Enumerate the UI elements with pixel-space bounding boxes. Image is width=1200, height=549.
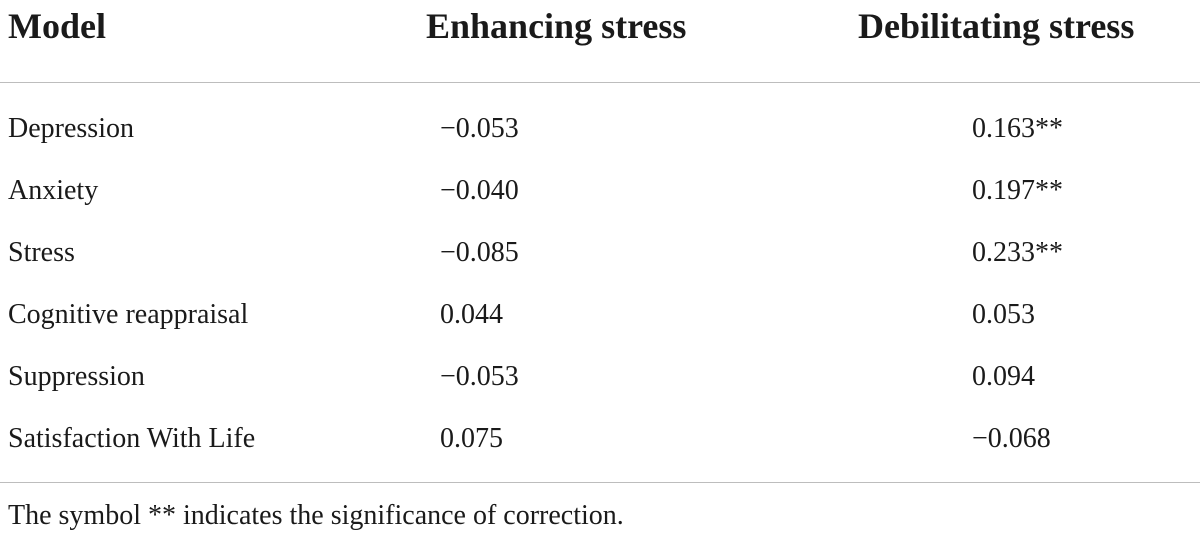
enhancing-value: −0.040 — [440, 175, 519, 206]
row-label: Anxiety — [8, 175, 99, 206]
table-row: Cognitive reappraisal 0.044 0.053 — [0, 284, 1200, 346]
header-debilitating-stress: Debilitating stress — [858, 6, 1135, 46]
table-bottom-divider — [0, 482, 1200, 483]
table-footnote: The symbol ** indicates the significance… — [8, 500, 624, 531]
debilitating-value: 0.163** — [972, 113, 1063, 144]
enhancing-value: 0.044 — [440, 299, 503, 330]
debilitating-value: −0.068 — [972, 423, 1051, 454]
row-label: Depression — [8, 113, 134, 144]
enhancing-value: −0.053 — [440, 113, 519, 144]
row-label: Satisfaction With Life — [8, 423, 256, 454]
table-row: Depression −0.053 0.163** — [0, 98, 1200, 160]
debilitating-value: 0.094 — [972, 361, 1035, 392]
row-label: Cognitive reappraisal — [8, 299, 249, 330]
header-divider — [0, 82, 1200, 83]
row-label: Stress — [8, 237, 75, 268]
table-row: Suppression −0.053 0.094 — [0, 346, 1200, 408]
debilitating-value: 0.053 — [972, 299, 1035, 330]
table-row: Satisfaction With Life 0.075 −0.068 — [0, 408, 1200, 470]
enhancing-value: −0.053 — [440, 361, 519, 392]
enhancing-value: 0.075 — [440, 423, 503, 454]
header-model: Model — [8, 6, 106, 46]
table-row: Stress −0.085 0.233** — [0, 222, 1200, 284]
debilitating-value: 0.197** — [972, 175, 1063, 206]
debilitating-value: 0.233** — [972, 237, 1063, 268]
table-header: Model Enhancing stress Debilitating stre… — [0, 0, 1200, 84]
row-label: Suppression — [8, 361, 145, 392]
table-row: Anxiety −0.040 0.197** — [0, 160, 1200, 222]
enhancing-value: −0.085 — [440, 237, 519, 268]
header-enhancing-stress: Enhancing stress — [426, 6, 687, 46]
